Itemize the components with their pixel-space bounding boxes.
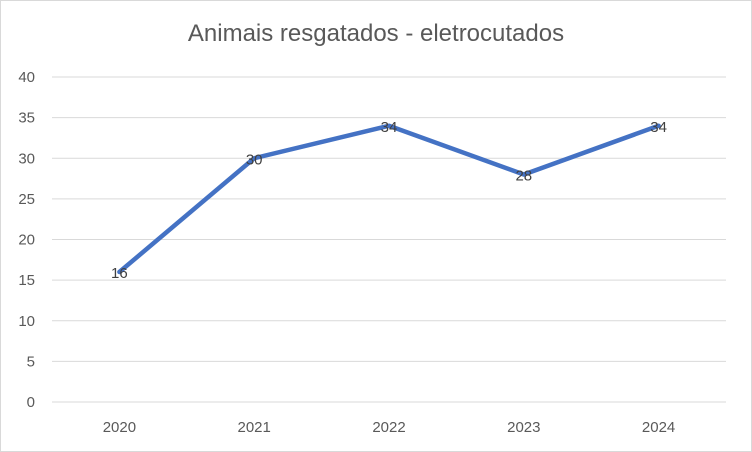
y-tick-label: 40 [18, 69, 35, 86]
y-tick-label: 30 [18, 150, 35, 167]
y-tick-label: 35 [18, 110, 35, 127]
data-label: 34 [650, 119, 667, 136]
gridlines [52, 76, 726, 403]
x-tick-label: 2023 [507, 419, 540, 436]
data-label: 34 [381, 119, 398, 136]
x-tick-label: 2021 [238, 419, 271, 436]
data-label: 16 [111, 265, 128, 282]
y-tick-label: 10 [18, 313, 35, 330]
x-axis-ticks: 2020 2021 2022 2023 2024 [103, 419, 676, 436]
y-tick-label: 0 [27, 394, 35, 411]
data-label: 28 [515, 168, 532, 185]
y-tick-label: 15 [18, 272, 35, 289]
series-lines [117, 123, 661, 275]
x-tick-label: 2022 [372, 419, 405, 436]
data-labels: 16 30 34 28 34 [111, 119, 667, 282]
data-label: 30 [246, 151, 263, 168]
chart-title: Animais resgatados - eletrocutados [187, 20, 565, 47]
x-tick-label: 2020 [103, 419, 136, 436]
y-tick-label: 25 [18, 191, 35, 208]
y-tick-label: 20 [18, 232, 35, 249]
x-tick-label: 2024 [642, 419, 675, 436]
y-axis-ticks: 0 5 10 15 20 25 30 35 40 [18, 69, 35, 411]
y-tick-label: 5 [27, 353, 35, 370]
